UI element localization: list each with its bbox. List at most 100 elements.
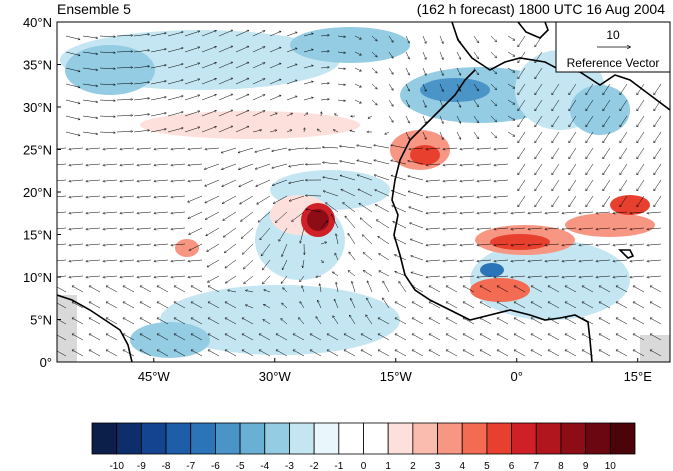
wind-vector-arrow: [654, 99, 662, 111]
wind-vector-arrow: [306, 148, 322, 149]
colorbar-label: -5: [236, 461, 245, 471]
wind-vector-arrow: [429, 286, 441, 293]
wind-vector-arrow: [422, 99, 426, 107]
wind-vector-arrow: [72, 318, 84, 325]
wind-vector-arrow: [140, 350, 152, 357]
wind-vector-arrow: [633, 286, 645, 293]
colorbar-label: 4: [459, 461, 465, 471]
wind-vector-arrow: [531, 350, 543, 357]
wind-vector-arrow: [174, 318, 186, 325]
wind-vector-arrow: [562, 211, 577, 213]
wind-vector-arrow: [258, 211, 271, 222]
wind-vector-arrow: [252, 47, 265, 53]
lat-tick-label: 20°N: [23, 185, 52, 200]
wind-vector-arrow: [463, 350, 475, 357]
wind-vector-arrow: [189, 227, 203, 234]
wind-vector-arrow: [528, 211, 543, 213]
wind-vector-arrow: [456, 51, 461, 59]
wind-vector-arrow: [174, 350, 186, 357]
wind-vector-arrow: [620, 115, 628, 127]
wind-vector-arrow: [252, 95, 265, 101]
wind-vector-arrow: [218, 30, 233, 37]
wind-vector-arrow: [409, 207, 424, 213]
wind-vector-arrow: [562, 243, 577, 245]
wind-vector-arrow: [244, 259, 254, 269]
wind-vector-arrow: [497, 350, 509, 357]
wind-vector-arrow: [269, 47, 281, 53]
wind-vector-arrow: [596, 211, 611, 213]
wind-vector-arrow: [208, 286, 220, 293]
colorbar-box: [363, 422, 389, 455]
wind-vector-arrow: [345, 216, 356, 229]
wind-vector-arrow: [569, 195, 577, 207]
wind-vector-arrow: [205, 195, 220, 203]
wind-vector-arrow: [286, 80, 297, 85]
wind-vector-arrow: [494, 211, 509, 213]
colorbar-label: -3: [285, 461, 294, 471]
wind-vector-arrow: [439, 115, 443, 123]
wind-vector-arrow: [292, 211, 305, 221]
wind-vectors: [57, 30, 662, 357]
wind-vector-arrow: [336, 234, 339, 245]
wind-vector-arrow: [426, 275, 441, 277]
wind-vector-arrow: [120, 243, 135, 245]
wind-vector-arrow: [480, 286, 492, 293]
wind-vector-arrow: [569, 179, 577, 191]
wind-vector-arrow: [157, 302, 169, 309]
wind-vector-arrow: [446, 286, 458, 293]
wind-vector-arrow: [582, 334, 594, 341]
wind-vector-arrow: [262, 243, 271, 256]
wind-vector-arrow: [218, 62, 233, 69]
lat-tick-label: 40°N: [23, 15, 52, 30]
wind-vector-arrow: [69, 163, 84, 165]
wind-vector-arrow: [99, 116, 115, 117]
wind-vector-arrow: [222, 163, 237, 169]
colorbar-box: [215, 422, 241, 455]
colorbar-box: [289, 422, 315, 455]
wind-vector-arrow: [535, 99, 543, 111]
wind-vector-arrow: [57, 243, 67, 246]
wind-vector-arrow: [201, 31, 216, 37]
wind-vector-arrow: [443, 195, 458, 197]
wind-vector-arrow: [116, 99, 132, 100]
wind-vector-arrow: [69, 243, 84, 245]
wind-vector-arrow: [535, 179, 543, 191]
wind-vector-arrow: [490, 51, 496, 58]
wind-vector-arrow: [603, 115, 611, 127]
wind-vector-arrow: [299, 318, 305, 325]
wind-vector-arrow: [300, 227, 305, 243]
wind-vector-arrow: [103, 259, 118, 261]
wind-vector-arrow: [86, 163, 101, 165]
wind-vector-arrow: [103, 147, 118, 149]
wind-vector-arrow: [443, 179, 458, 181]
wind-vector-arrow: [366, 315, 373, 325]
wind-vector-arrow: [137, 227, 152, 229]
wind-vector-arrow: [518, 195, 526, 207]
wind-vector-arrow: [443, 259, 458, 261]
wind-vector-arrow: [65, 99, 80, 103]
wind-vector-arrow: [320, 35, 329, 36]
wind-vector-arrow: [654, 147, 662, 159]
wind-vector-arrow: [367, 298, 373, 309]
wind-vector-arrow: [337, 68, 345, 69]
wind-vector-arrow: [548, 286, 560, 293]
wind-vector-arrow: [490, 67, 496, 74]
wind-vector-arrow: [422, 131, 426, 139]
wind-vector-arrow: [379, 271, 390, 277]
wind-vector-arrow: [460, 163, 475, 165]
colorbar-box: [585, 422, 611, 455]
wind-vector-arrow: [405, 115, 409, 123]
wind-vector-arrow: [412, 286, 424, 293]
wind-vector-arrow: [460, 275, 475, 277]
wind-vector-arrow: [171, 243, 186, 245]
wind-vector-arrow: [357, 145, 373, 149]
colorbar-box: [239, 422, 266, 455]
wind-vector-arrow: [354, 67, 361, 71]
wind-vector-arrow: [443, 163, 458, 165]
wind-vector-arrow: [511, 275, 526, 277]
colorbar-box: [486, 422, 512, 455]
wind-vector-arrow: [154, 275, 169, 277]
wind-vector-arrow: [393, 222, 407, 229]
wind-vector-arrow: [133, 82, 149, 85]
wind-vector-arrow: [336, 283, 339, 293]
